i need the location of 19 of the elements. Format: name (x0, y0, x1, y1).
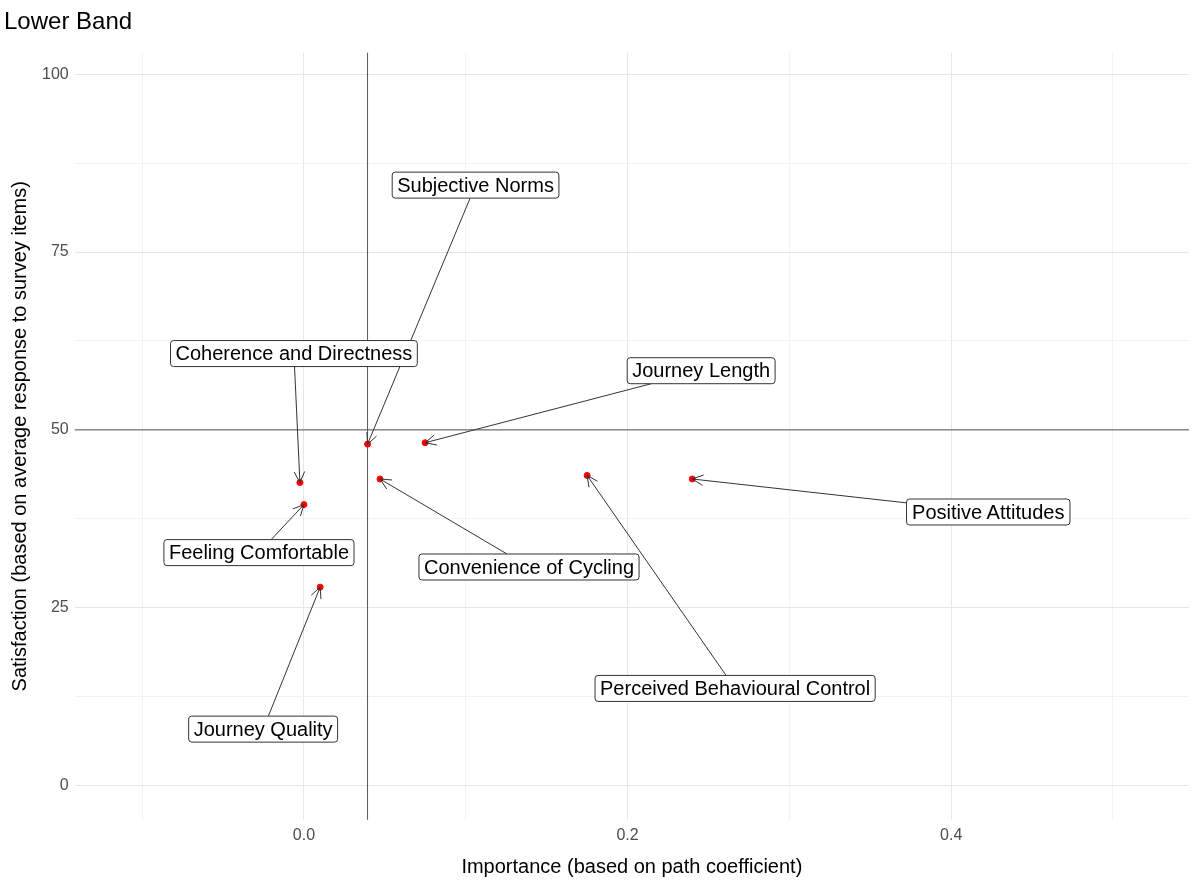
annotation: Convenience of Cycling (423, 555, 635, 578)
y-tick-label: 100 (41, 64, 69, 82)
y-tick-label: 25 (50, 598, 69, 616)
x-tick-label: 0.2 (616, 825, 639, 843)
annotation: Perceived Behavioural Control (600, 676, 871, 699)
x-tick-label: 0.0 (292, 825, 316, 843)
annotation: Journey Quality (193, 717, 333, 740)
annotation: Subjective Norms (397, 173, 554, 196)
y-tick-label: 0 (59, 776, 69, 794)
x-tick-label: 0.4 (940, 825, 963, 843)
annotation: Positive Attitudes (912, 500, 1065, 523)
y-axis-title: Satisfaction (based on average response to survey items) (7, 181, 30, 692)
annotation: Coherence and Directness (175, 342, 413, 365)
x-axis-title: Importance (based on path coefficient) (461, 854, 803, 877)
annotation: Journey Length (632, 359, 771, 382)
annotation: Feeling Comfortable (168, 541, 350, 564)
chart-title: Lower Band (4, 7, 133, 35)
y-tick-label: 75 (50, 242, 69, 260)
y-tick-label: 50 (50, 420, 69, 438)
